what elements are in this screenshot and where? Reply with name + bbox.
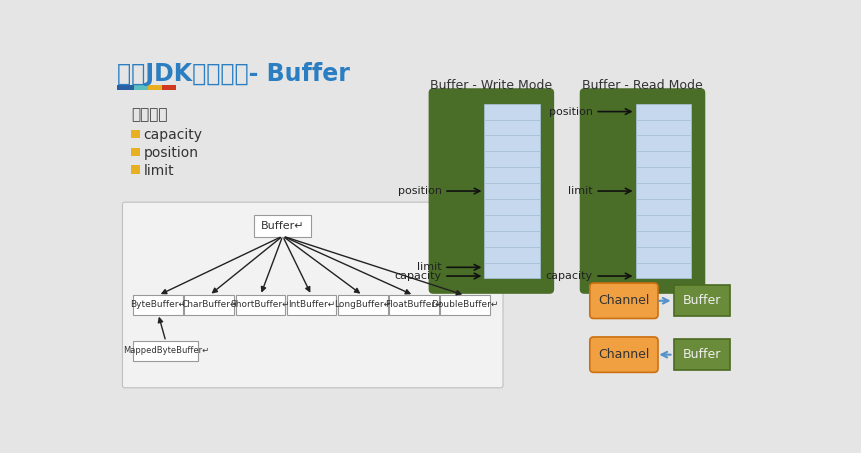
Text: Buffer: Buffer [682, 294, 721, 307]
Text: Channel: Channel [598, 294, 649, 307]
Text: ShortBuffer↵: ShortBuffer↵ [231, 300, 290, 309]
Bar [484, 215, 540, 231]
FancyBboxPatch shape [184, 294, 234, 315]
Bar [131, 165, 139, 173]
Text: MappedByteBuffer↵: MappedByteBuffer↵ [122, 346, 208, 355]
Text: IntBuffer↵: IntBuffer↵ [288, 300, 335, 309]
Text: 重要属性: 重要属性 [131, 107, 167, 122]
FancyBboxPatch shape [589, 337, 657, 372]
Bar [635, 120, 691, 135]
FancyBboxPatch shape [133, 341, 198, 361]
FancyBboxPatch shape [122, 202, 503, 388]
Text: CharBuffer↵: CharBuffer↵ [181, 300, 238, 309]
FancyBboxPatch shape [287, 294, 336, 315]
FancyBboxPatch shape [133, 294, 183, 315]
FancyBboxPatch shape [440, 294, 489, 315]
Text: position: position [143, 146, 198, 160]
FancyBboxPatch shape [589, 283, 657, 318]
Text: Channel: Channel [598, 348, 649, 361]
FancyBboxPatch shape [428, 88, 554, 294]
Text: limit: limit [143, 164, 174, 178]
Bar [635, 167, 691, 183]
Bar [484, 167, 540, 183]
Bar [484, 151, 540, 167]
Bar [635, 231, 691, 246]
FancyBboxPatch shape [579, 88, 704, 294]
FancyBboxPatch shape [673, 339, 729, 370]
Bar [635, 135, 691, 151]
Bar [162, 85, 176, 90]
Bar [635, 246, 691, 263]
Bar [635, 199, 691, 215]
Bar [148, 85, 162, 90]
Text: limit: limit [417, 262, 442, 272]
Text: position: position [397, 186, 442, 196]
Text: limit: limit [567, 186, 592, 196]
Text: DoubleBuffer↵: DoubleBuffer↵ [430, 300, 499, 309]
Text: Buffer: Buffer [682, 348, 721, 361]
Bar [134, 85, 148, 90]
Bar [484, 104, 540, 120]
Text: LongBuffer↵: LongBuffer↵ [334, 300, 391, 309]
Text: Buffer - Write Mode: Buffer - Write Mode [430, 79, 552, 92]
Bar [635, 263, 691, 279]
FancyBboxPatch shape [254, 215, 311, 237]
FancyBboxPatch shape [673, 285, 729, 316]
Bar [117, 85, 134, 90]
Bar [484, 263, 540, 279]
Bar [484, 246, 540, 263]
Bar [131, 130, 139, 138]
Text: 原生JDK网络编程- Buffer: 原生JDK网络编程- Buffer [117, 63, 350, 87]
Text: FloatBuffer↵: FloatBuffer↵ [385, 300, 443, 309]
Text: capacity: capacity [143, 128, 202, 142]
FancyBboxPatch shape [235, 294, 285, 315]
Text: position: position [548, 106, 592, 116]
Bar [484, 199, 540, 215]
Bar [484, 135, 540, 151]
FancyBboxPatch shape [388, 294, 438, 315]
Text: capacity: capacity [394, 271, 442, 281]
Bar [635, 183, 691, 199]
Bar [131, 148, 139, 156]
Bar [484, 231, 540, 246]
FancyBboxPatch shape [338, 294, 387, 315]
Bar [484, 120, 540, 135]
Text: Buffer - Read Mode: Buffer - Read Mode [581, 79, 702, 92]
Bar [635, 104, 691, 120]
Text: capacity: capacity [545, 271, 592, 281]
Text: ByteBuffer↵: ByteBuffer↵ [130, 300, 186, 309]
Text: Buffer↵: Buffer↵ [261, 221, 304, 231]
Bar [635, 215, 691, 231]
Bar [484, 183, 540, 199]
Bar [635, 151, 691, 167]
